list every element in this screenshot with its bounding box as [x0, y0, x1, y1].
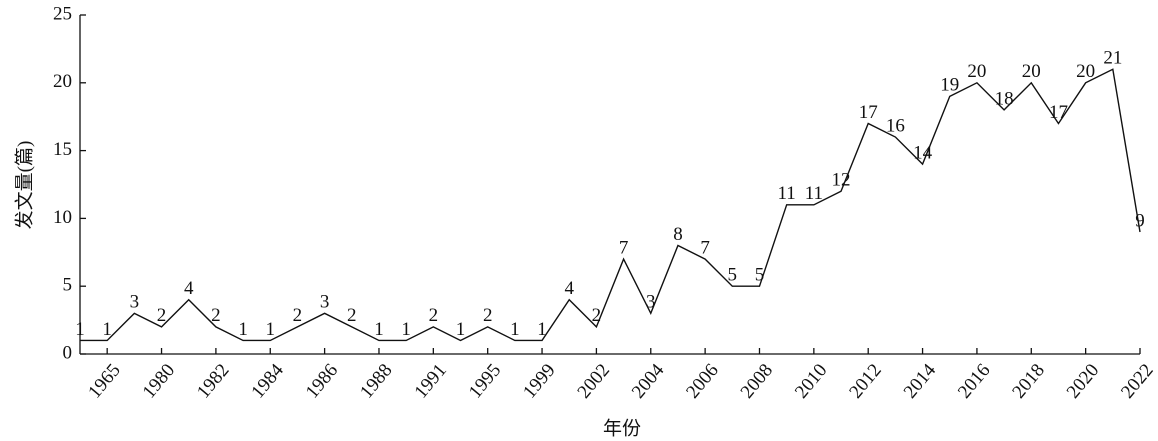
data-label: 16 — [886, 115, 905, 136]
x-tick-label: 1995 — [465, 360, 506, 403]
data-label: 1 — [537, 319, 547, 340]
data-label: 20 — [967, 61, 986, 82]
x-tick-label: 2022 — [1117, 360, 1158, 403]
data-label: 1 — [401, 319, 411, 340]
x-tick-label: 1980 — [139, 360, 180, 403]
data-label: 19 — [940, 75, 959, 96]
data-label: 5 — [755, 265, 765, 286]
data-label: 1 — [266, 319, 276, 340]
data-label: 2 — [211, 305, 221, 326]
x-tick-label: 1999 — [519, 360, 560, 403]
data-label: 21 — [1103, 48, 1122, 69]
x-tick-label: 1965 — [84, 360, 125, 403]
x-tick-label: 2020 — [1063, 360, 1104, 403]
data-label: 3 — [646, 292, 656, 313]
data-label: 7 — [700, 237, 710, 258]
y-axis-label: 发文量(篇) — [13, 141, 35, 230]
x-tick-label: 2006 — [682, 360, 723, 403]
x-tick-label: 2016 — [954, 360, 995, 403]
data-label: 17 — [1049, 102, 1068, 123]
y-tick-label: 5 — [63, 275, 73, 296]
data-label: 1 — [456, 319, 466, 340]
data-label: 11 — [778, 183, 796, 204]
y-tick-label: 25 — [53, 3, 72, 24]
data-label: 2 — [347, 305, 357, 326]
data-label: 20 — [1022, 61, 1041, 82]
data-label: 2 — [483, 305, 493, 326]
data-label: 5 — [728, 265, 738, 286]
data-label: 18 — [995, 88, 1014, 109]
x-tick-label: 1988 — [356, 360, 397, 403]
data-label: 9 — [1135, 210, 1145, 231]
x-tick-label: 2008 — [737, 360, 778, 403]
x-tick-label: 2004 — [628, 360, 669, 403]
data-label: 2 — [157, 305, 167, 326]
x-axis-label: 年份 — [603, 417, 641, 439]
x-tick-label: 2014 — [900, 360, 941, 403]
data-line — [80, 68, 1141, 342]
y-tick-label: 20 — [53, 71, 72, 92]
data-label: 4 — [184, 278, 194, 299]
x-tick-label: 2018 — [1008, 360, 1049, 403]
data-label: 7 — [619, 237, 629, 258]
data-label: 14 — [913, 143, 933, 164]
data-label: 12 — [832, 170, 851, 191]
x-tick-label: 2002 — [574, 360, 615, 403]
data-label: 2 — [592, 305, 602, 326]
data-label: 3 — [130, 292, 140, 313]
data-label: 17 — [859, 102, 878, 123]
data-label: 1 — [102, 319, 112, 340]
data-label: 20 — [1076, 61, 1095, 82]
data-label: 1 — [75, 319, 85, 340]
y-tick-label: 0 — [63, 342, 73, 363]
x-tick-label: 1986 — [302, 360, 343, 403]
data-label: 1 — [374, 319, 384, 340]
data-label: 4 — [564, 278, 574, 299]
x-tick-label: 1982 — [193, 360, 234, 403]
data-label: 11 — [805, 183, 823, 204]
data-label: 1 — [238, 319, 248, 340]
data-label: 8 — [673, 224, 683, 245]
x-tick-label: 1991 — [410, 360, 451, 403]
data-label: 2 — [293, 305, 303, 326]
data-label: 2 — [429, 305, 439, 326]
data-label: 1 — [510, 319, 520, 340]
x-tick-label: 1984 — [247, 360, 288, 403]
y-tick-label: 10 — [53, 207, 72, 228]
x-tick-label: 2012 — [845, 360, 886, 403]
y-tick-label: 15 — [53, 139, 72, 160]
x-tick-label: 2010 — [791, 360, 832, 403]
data-label: 3 — [320, 292, 330, 313]
